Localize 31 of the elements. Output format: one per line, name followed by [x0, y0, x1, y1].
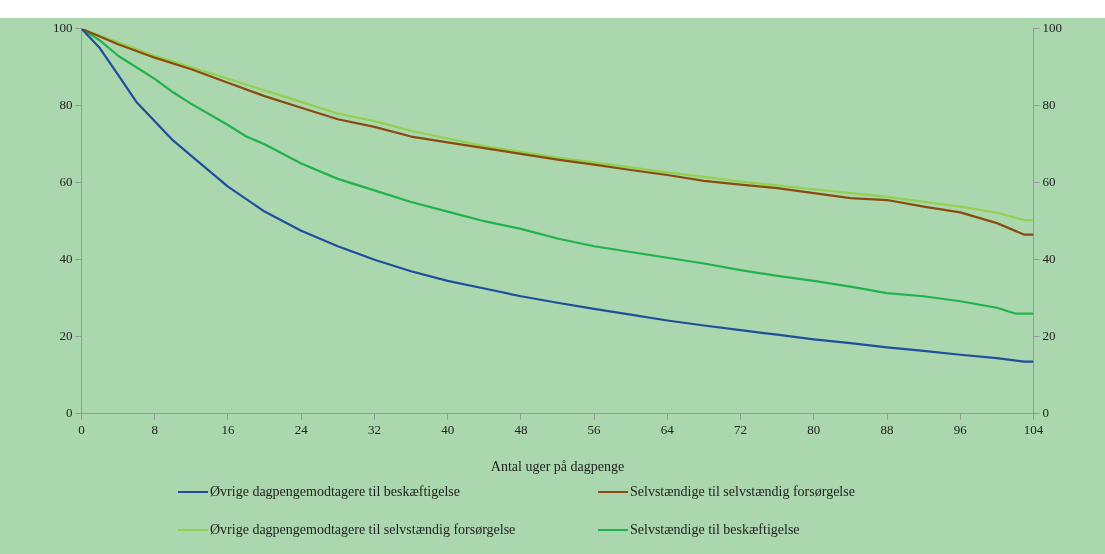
x-axis-title: Antal uger på dagpenge: [490, 459, 625, 475]
legend-label: Øvrige dagpengemodtagere til selvstændig forsørgelse: [210, 522, 516, 538]
x-tick-label: 0: [78, 421, 85, 437]
y-tick-label: 80: [59, 97, 73, 113]
x-tick-label: 56: [587, 421, 602, 437]
legend-label: Øvrige dagpengemodtagere til beskæftigelse: [210, 484, 460, 500]
x-tick-label: 104: [1023, 421, 1044, 437]
y2-tick-label: 80: [1042, 97, 1056, 113]
y-tick-label: 60: [59, 174, 73, 190]
x-tick-label: 40: [441, 421, 455, 437]
legend-label: Selvstændige til beskæftigelse: [630, 522, 800, 538]
y-tick-label: 20: [59, 328, 73, 344]
y2-tick-label: 100: [1042, 20, 1062, 36]
x-tick-label: 96: [953, 421, 968, 437]
x-tick-label: 88: [880, 421, 894, 437]
x-tick-label: 8: [151, 421, 158, 437]
x-tick-label: 32: [367, 421, 381, 437]
y2-tick-label: 60: [1042, 174, 1056, 190]
x-tick-label: 64: [660, 421, 675, 437]
y-tick-label: 0: [66, 405, 73, 421]
y2-tick-label: 40: [1042, 251, 1056, 267]
y-tick-label: 100: [53, 20, 73, 36]
legend-label: Selvstændige til selvstændig forsørgelse: [630, 484, 855, 500]
x-tick-label: 72: [734, 421, 748, 437]
x-tick-label: 16: [221, 421, 235, 437]
y2-tick-label: 20: [1042, 328, 1056, 344]
x-tick-label: 80: [807, 421, 821, 437]
y2-tick-label: 0: [1042, 405, 1049, 421]
x-tick-label: 24: [294, 421, 309, 437]
y-tick-label: 40: [59, 251, 73, 267]
x-tick-label: 48: [514, 421, 528, 437]
